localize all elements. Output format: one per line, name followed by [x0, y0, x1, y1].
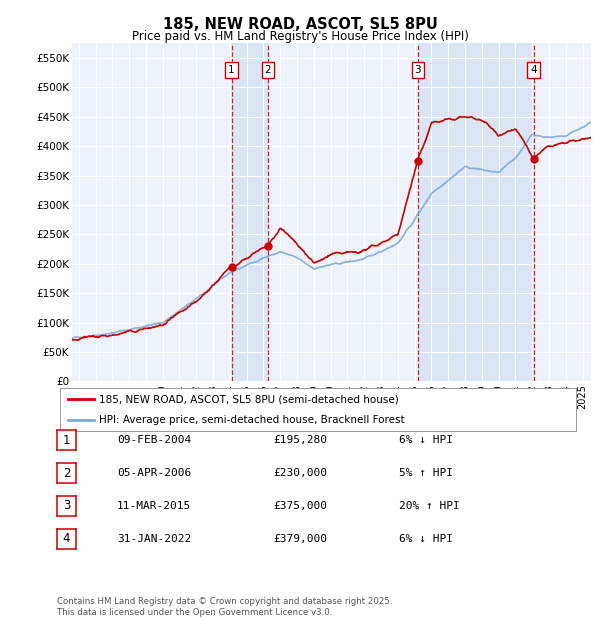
Text: 1: 1 [63, 434, 70, 446]
Text: 3: 3 [415, 65, 421, 75]
Text: 5% ↑ HPI: 5% ↑ HPI [399, 468, 453, 478]
Text: 185, NEW ROAD, ASCOT, SL5 8PU (semi-detached house): 185, NEW ROAD, ASCOT, SL5 8PU (semi-deta… [98, 394, 398, 404]
Text: 05-APR-2006: 05-APR-2006 [117, 468, 191, 478]
Bar [418, 43, 533, 381]
Text: HPI: Average price, semi-detached house, Bracknell Forest: HPI: Average price, semi-detached house,… [98, 415, 404, 425]
Bar [232, 43, 268, 381]
Text: Price paid vs. HM Land Registry's House Price Index (HPI): Price paid vs. HM Land Registry's House … [131, 30, 469, 43]
Text: 1: 1 [228, 65, 235, 75]
Text: 09-FEB-2004: 09-FEB-2004 [117, 435, 191, 445]
Text: £195,280: £195,280 [273, 435, 327, 445]
Text: 20% ↑ HPI: 20% ↑ HPI [399, 501, 460, 511]
Text: 4: 4 [63, 533, 70, 545]
Text: 3: 3 [63, 500, 70, 512]
Text: 2: 2 [265, 65, 271, 75]
Text: 185, NEW ROAD, ASCOT, SL5 8PU: 185, NEW ROAD, ASCOT, SL5 8PU [163, 17, 437, 32]
Text: 4: 4 [530, 65, 537, 75]
Text: Contains HM Land Registry data © Crown copyright and database right 2025.
This d: Contains HM Land Registry data © Crown c… [57, 598, 392, 617]
Text: £375,000: £375,000 [273, 501, 327, 511]
Text: 11-MAR-2015: 11-MAR-2015 [117, 501, 191, 511]
Text: £230,000: £230,000 [273, 468, 327, 478]
Text: 31-JAN-2022: 31-JAN-2022 [117, 534, 191, 544]
Text: 6% ↓ HPI: 6% ↓ HPI [399, 435, 453, 445]
Text: 2: 2 [63, 467, 70, 479]
Text: £379,000: £379,000 [273, 534, 327, 544]
Text: 6% ↓ HPI: 6% ↓ HPI [399, 534, 453, 544]
